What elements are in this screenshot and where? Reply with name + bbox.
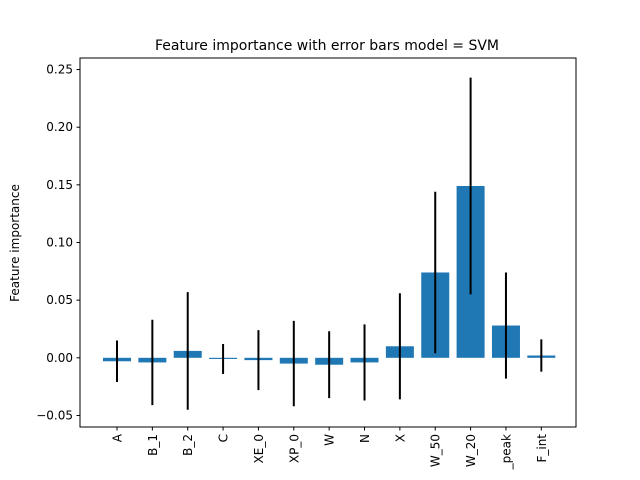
plot-area: −0.05 0.00 0.05 0.10 0.15 0.20 0.25 A B_1 B_2 C XE_… — [36, 57, 577, 470]
x-tick-label: _peak — [499, 434, 513, 470]
x-tick-label: W_20 — [464, 434, 478, 467]
x-tick-label: N — [358, 434, 372, 443]
y-tick-label: 0.15 — [46, 178, 73, 192]
x-tick-label: A — [111, 433, 125, 442]
x-tick-label: W_50 — [429, 434, 443, 467]
y-tick-label: −0.05 — [36, 408, 73, 422]
x-tick-label: C — [217, 434, 231, 442]
x-tick-label: W — [323, 434, 337, 446]
y-tick-label: 0.10 — [46, 236, 73, 250]
y-tick-label: 0.25 — [46, 63, 73, 77]
x-tick-label: B_2 — [181, 434, 195, 456]
x-tick-label: XE_0 — [252, 434, 266, 463]
chart-title: Feature importance with error bars model… — [155, 38, 499, 54]
y-tick-label: 0.20 — [46, 120, 73, 134]
y-axis-label: Feature importance — [8, 184, 22, 302]
x-tick-label: XP_0 — [287, 434, 301, 463]
y-tick-label: 0.05 — [46, 293, 73, 307]
x-tick-label: B_1 — [146, 434, 160, 456]
x-tick-label: F_int — [535, 434, 549, 463]
y-tick-label: 0.00 — [46, 351, 73, 365]
x-tick-label: X — [393, 434, 407, 442]
